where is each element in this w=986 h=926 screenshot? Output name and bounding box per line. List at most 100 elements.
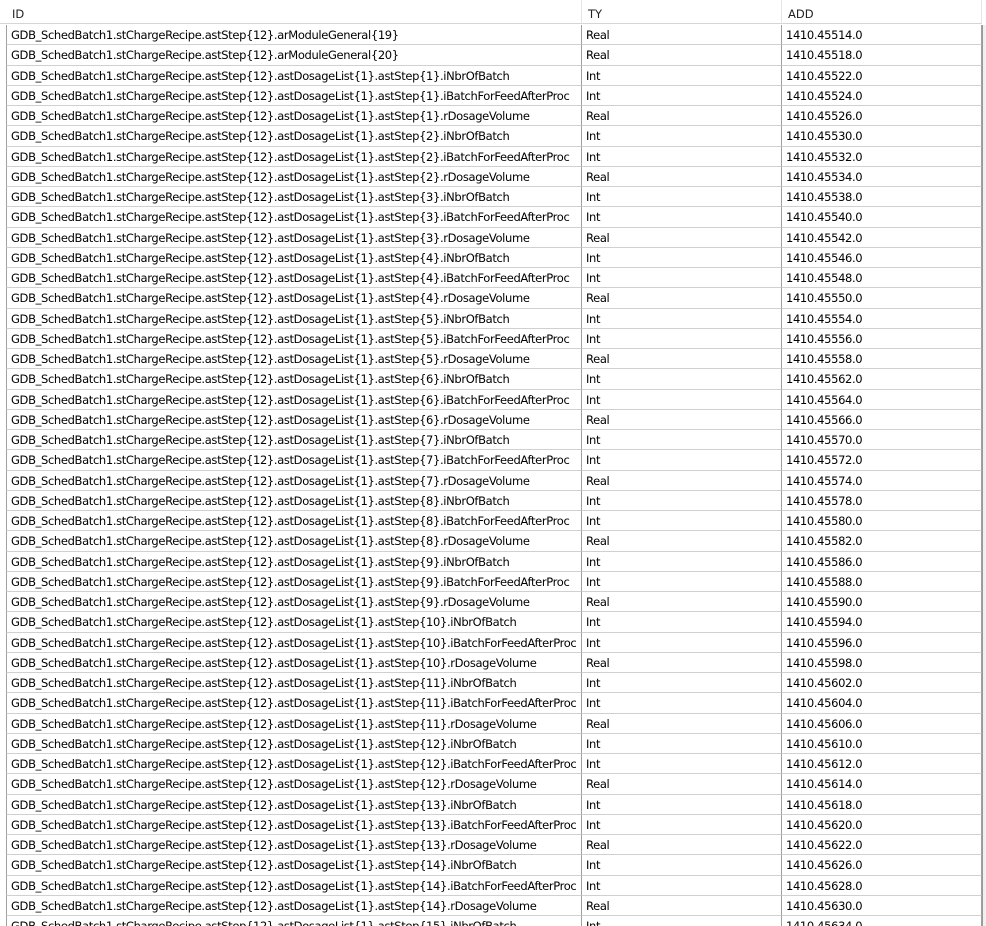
table-cell: 1410.45558.0: [782, 349, 982, 370]
table-cell: 1410.45578.0: [782, 490, 982, 511]
table-cell: 1410.45588.0: [782, 571, 982, 592]
table-cell: 1410.45524.0: [782, 85, 982, 106]
table-cell: 1410.45564.0: [782, 389, 982, 410]
table-cell: 1410.45614.0: [782, 774, 982, 795]
table-cell: Real: [582, 835, 782, 856]
table-cell: Int: [582, 814, 782, 835]
table-cell: GDB_SchedBatch1.stChargeRecipe.astStep{1…: [6, 430, 582, 451]
table-cell: Int: [582, 916, 782, 926]
table-cell: 1410.45594.0: [782, 612, 982, 633]
table-cell: 1410.45548.0: [782, 268, 982, 289]
table-cell: 1410.45612.0: [782, 754, 982, 775]
table-cell: 1410.45554.0: [782, 308, 982, 329]
table-cell: Real: [582, 288, 782, 309]
table-cell: GDB_SchedBatch1.stChargeRecipe.astStep{1…: [6, 328, 582, 349]
table-cell: GDB_SchedBatch1.stChargeRecipe.astStep{1…: [6, 247, 582, 268]
table-cell: 1410.45540.0: [782, 207, 982, 228]
table-cell: GDB_SchedBatch1.stChargeRecipe.astStep{1…: [6, 470, 582, 491]
table-cell: Int: [582, 693, 782, 714]
table-cell: GDB_SchedBatch1.stChargeRecipe.astStep{1…: [6, 612, 582, 633]
table-cell: GDB_SchedBatch1.stChargeRecipe.astStep{1…: [6, 146, 582, 167]
table-cell: GDB_SchedBatch1.stChargeRecipe.astStep{1…: [6, 227, 582, 248]
table-cell: GDB_SchedBatch1.stChargeRecipe.astStep{1…: [6, 85, 582, 106]
table-cell: Int: [582, 794, 782, 815]
table-cell: Real: [582, 409, 782, 430]
table-cell: Int: [582, 308, 782, 329]
table-cell: Real: [582, 349, 782, 370]
table-cell: 1410.45582.0: [782, 531, 982, 552]
table-cell: 1410.45550.0: [782, 288, 982, 309]
table-cell: GDB_SchedBatch1.stChargeRecipe.astStep{1…: [6, 490, 582, 511]
table-cell: GDB_SchedBatch1.stChargeRecipe.astStep{1…: [6, 855, 582, 876]
table-cell: Int: [582, 207, 782, 228]
table-cell: 1410.45590.0: [782, 592, 982, 613]
table-cell: Int: [582, 875, 782, 896]
table-cell: GDB_SchedBatch1.stChargeRecipe.astStep{1…: [6, 126, 582, 147]
table-cell: GDB_SchedBatch1.stChargeRecipe.astStep{1…: [6, 592, 582, 613]
table-cell: Real: [582, 227, 782, 248]
table-cell: GDB_SchedBatch1.stChargeRecipe.astStep{1…: [6, 409, 582, 430]
table-cell: Int: [582, 328, 782, 349]
table-cell: GDB_SchedBatch1.stChargeRecipe.astStep{1…: [6, 531, 582, 552]
table-cell: 1410.45570.0: [782, 430, 982, 451]
table-cell: 1410.45530.0: [782, 126, 982, 147]
table-cell: Int: [582, 369, 782, 390]
table-cell: Int: [582, 612, 782, 633]
table-cell: 1410.45518.0: [782, 45, 982, 66]
table-cell: 1410.45622.0: [782, 835, 982, 856]
table-cell: GDB_SchedBatch1.stChargeRecipe.astStep{1…: [6, 774, 582, 795]
table-cell: 1410.45522.0: [782, 65, 982, 86]
table-cell: 1410.45598.0: [782, 652, 982, 673]
table-cell: Real: [582, 713, 782, 734]
table-cell: 1410.45538.0: [782, 187, 982, 208]
table-cell: 1410.45626.0: [782, 855, 982, 876]
table-cell: GDB_SchedBatch1.stChargeRecipe.astStep{1…: [6, 389, 582, 410]
table-cell: Real: [582, 470, 782, 491]
table-cell: 1410.45602.0: [782, 673, 982, 694]
table-cell: 1410.45574.0: [782, 470, 982, 491]
table-cell: Int: [582, 126, 782, 147]
table-cell: GDB_SchedBatch1.stChargeRecipe.astStep{1…: [6, 754, 582, 775]
table-cell: GDB_SchedBatch1.stChargeRecipe.astStep{1…: [6, 207, 582, 228]
table-cell: GDB_SchedBatch1.stChargeRecipe.astStep{1…: [6, 511, 582, 532]
table-cell: Int: [582, 187, 782, 208]
table-cell: GDB_SchedBatch1.stChargeRecipe.astStep{1…: [6, 450, 582, 471]
table-cell: GDB_SchedBatch1.stChargeRecipe.astStep{1…: [6, 308, 582, 329]
table-cell: 1410.45542.0: [782, 227, 982, 248]
table-cell: 1410.45628.0: [782, 875, 982, 896]
table-cell: 1410.45596.0: [782, 632, 982, 653]
table-cell: Real: [582, 531, 782, 552]
table-cell: Int: [582, 551, 782, 572]
table-cell: Int: [582, 673, 782, 694]
table-cell: 1410.45610.0: [782, 733, 982, 754]
table-cell: 1410.45534.0: [782, 166, 982, 187]
table-cell: 1410.45562.0: [782, 369, 982, 390]
table-cell: 1410.45606.0: [782, 713, 982, 734]
table-cell: GDB_SchedBatch1.stChargeRecipe.astStep{1…: [6, 814, 582, 835]
table-cell: 1410.45586.0: [782, 551, 982, 572]
table-cell: 1410.45572.0: [782, 450, 982, 471]
table-cell: Real: [582, 592, 782, 613]
table-cell: GDB_SchedBatch1.stChargeRecipe.astStep{1…: [6, 45, 582, 66]
table-cell: Int: [582, 632, 782, 653]
table-cell: Int: [582, 855, 782, 876]
table-cell: Int: [582, 85, 782, 106]
table-cell: GDB_SchedBatch1.stChargeRecipe.astStep{1…: [6, 268, 582, 289]
column-header: ADD: [782, 0, 982, 24]
table-cell: Int: [582, 511, 782, 532]
table-cell: GDB_SchedBatch1.stChargeRecipe.astStep{1…: [6, 106, 582, 127]
table-cell: GDB_SchedBatch1.stChargeRecipe.astStep{1…: [6, 187, 582, 208]
column-header: TY: [582, 0, 782, 24]
table-cell: Int: [582, 430, 782, 451]
table-cell: 1410.45634.0: [782, 916, 982, 926]
table-cell: Int: [582, 65, 782, 86]
table-cell: GDB_SchedBatch1.stChargeRecipe.astStep{1…: [6, 551, 582, 572]
table-cell: Int: [582, 268, 782, 289]
table-cell: Int: [582, 247, 782, 268]
table-cell: GDB_SchedBatch1.stChargeRecipe.astStep{1…: [6, 166, 582, 187]
table-cell: Real: [582, 652, 782, 673]
table-cell: GDB_SchedBatch1.stChargeRecipe.astStep{1…: [6, 632, 582, 653]
table-cell: 1410.45566.0: [782, 409, 982, 430]
